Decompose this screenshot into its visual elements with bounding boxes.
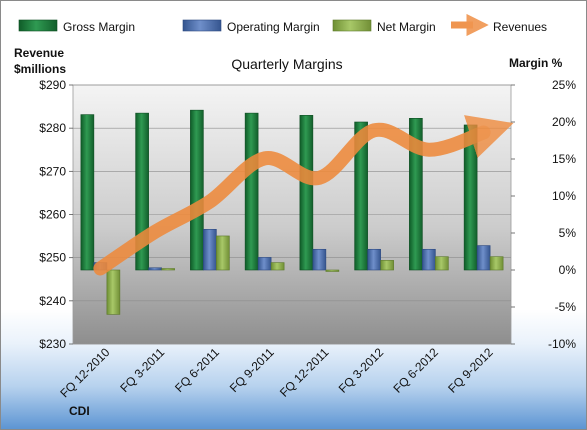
- right-axis-title: Margin %: [509, 56, 563, 70]
- legend-gross-margin-label: Gross Margin: [63, 20, 135, 34]
- revenue-series-line: [93, 115, 514, 276]
- company-label: CDI: [69, 404, 90, 418]
- left-axis-ticks: $230 $240 $250 $260 $270 $280 $290: [39, 78, 73, 351]
- legend-net-margin: Net Margin: [332, 19, 436, 34]
- legend: Gross Margin Operating Margin Net Margin…: [18, 13, 547, 37]
- gross-margin-bar: [80, 114, 95, 271]
- category-label: FQ 9-2011: [227, 345, 277, 395]
- left-tick-label: $250: [39, 251, 66, 265]
- gross-margin-bar: [190, 109, 204, 271]
- left-tick-label: $270: [39, 164, 66, 178]
- net-margin-bar: [216, 235, 230, 271]
- net-margin-bar: [325, 269, 340, 272]
- legend-operating-margin-label: Operating Margin: [227, 20, 320, 34]
- chart-title: Quarterly Margins: [231, 56, 342, 72]
- category-label: FQ 9-2012: [445, 345, 496, 396]
- legend-revenues: Revenues: [451, 13, 547, 37]
- net-margin-bar: [380, 260, 394, 271]
- gross-margin-bar: [409, 118, 423, 271]
- operating-margin-bar: [422, 248, 436, 271]
- left-tick-label: $290: [39, 78, 66, 92]
- right-tick-label: 5%: [559, 226, 577, 240]
- operating-margin-bar: [476, 245, 491, 271]
- left-tick-label: $280: [39, 121, 66, 135]
- left-tick-label: $240: [39, 294, 66, 308]
- legend-gross-margin: Gross Margin: [18, 19, 135, 34]
- category-label: FQ 6-2011: [172, 345, 222, 395]
- left-axis-title-line1: Revenue: [14, 46, 64, 60]
- left-axis-title-line2: $millions: [14, 62, 66, 76]
- category-labels: FQ 12-2010 FQ 3-2011 FQ 6-2011 FQ 9-2011 FQ …: [57, 345, 496, 400]
- right-tick-label: 15%: [552, 152, 576, 166]
- right-tick-label: 25%: [552, 78, 576, 92]
- operating-margin-bar: [367, 248, 381, 271]
- net-margin-bar: [161, 268, 175, 271]
- left-tick-label: $260: [39, 208, 66, 222]
- operating-margin-bar: [257, 257, 272, 271]
- revenue-line: [93, 115, 514, 276]
- category-label: FQ 3-2011: [117, 345, 167, 395]
- operating-margin-bar: [148, 267, 162, 271]
- category-label: FQ 3-2012: [336, 345, 387, 396]
- net-margin-bar: [270, 262, 285, 271]
- net-margin-bar: [435, 256, 449, 271]
- right-tick-label: -10%: [548, 337, 576, 351]
- category-label: FQ 12-2010: [57, 345, 112, 400]
- right-tick-label: -5%: [555, 300, 577, 314]
- legend-net-margin-label: Net Margin: [377, 20, 436, 34]
- operating-margin-bar: [312, 248, 327, 271]
- gross-margin-bar: [299, 115, 314, 271]
- left-tick-label: $230: [39, 337, 66, 351]
- legend-operating-margin: Operating Margin: [182, 19, 320, 34]
- net-margin-bar: [106, 269, 121, 315]
- bars: [80, 109, 504, 315]
- right-tick-label: 10%: [552, 189, 576, 203]
- legend-revenues-label: Revenues: [493, 20, 547, 34]
- category-label: FQ 12-2011: [277, 345, 332, 400]
- right-tick-label: 20%: [552, 115, 576, 129]
- operating-margin-bar: [203, 229, 217, 271]
- gross-margin-bar: [354, 121, 368, 271]
- gross-margin-bar: [244, 112, 259, 271]
- net-margin-bar: [489, 256, 504, 271]
- right-tick-label: 0%: [559, 263, 577, 277]
- category-label: FQ 6-2012: [391, 345, 442, 396]
- right-axis-ticks: -10% -5% 0% 5% 10% 15% 20% 25%: [511, 78, 576, 351]
